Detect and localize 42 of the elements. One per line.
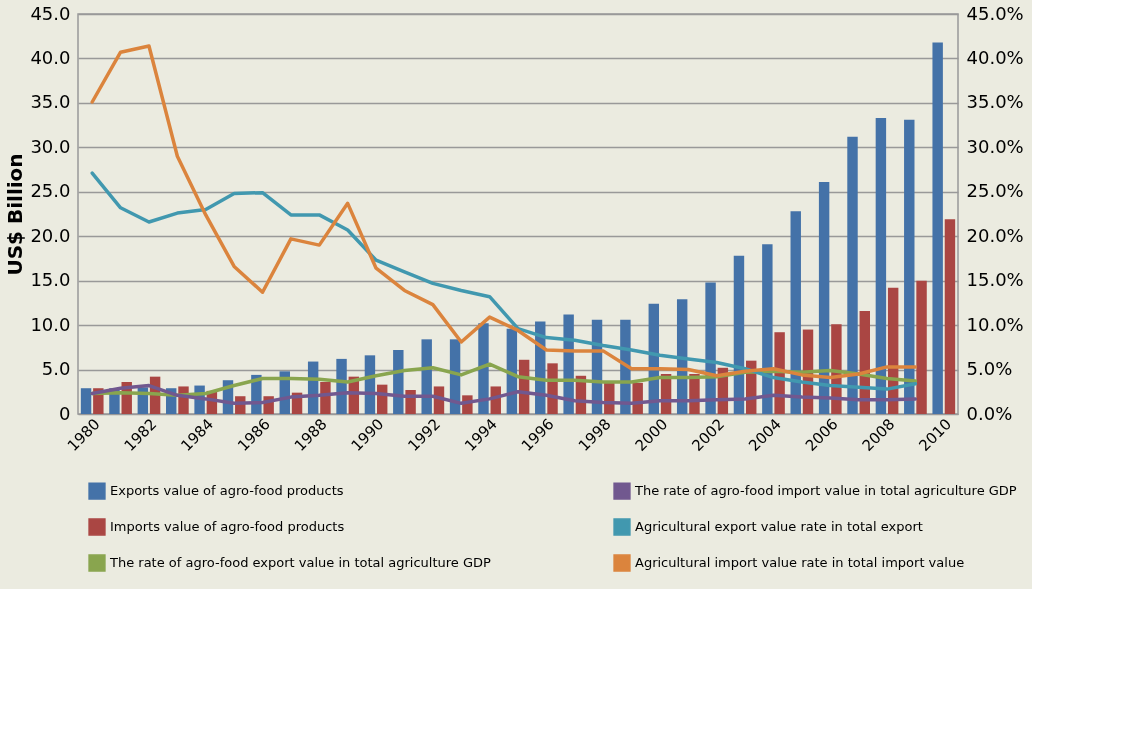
y-tick-label: 5.0: [41, 358, 71, 380]
legend-label: Agricultural export value rate in total export: [635, 519, 923, 534]
y-tick-label: 15.0: [30, 269, 71, 291]
bar: [916, 280, 927, 414]
y2-tick-label: 25.0%: [966, 180, 1024, 202]
y-tick-label: 0: [59, 402, 71, 424]
y2-tick-label: 45.0%: [966, 2, 1024, 24]
bar: [421, 339, 432, 414]
y-tick-label: 25.0: [30, 180, 71, 202]
bar: [705, 282, 716, 414]
line-series: [90, 383, 918, 406]
y2-tick-label: 35.0%: [966, 91, 1024, 113]
y-tick-label: 35.0: [30, 91, 71, 113]
y2-tick-label: 10.0%: [966, 313, 1024, 335]
legend-label: Imports value of agro-food products: [110, 519, 345, 534]
y2-tick-label: 5.0%: [966, 358, 1013, 380]
bar: [818, 182, 830, 414]
legend-label: The rate of agro-food export value in total agriculture GDP: [109, 555, 492, 570]
y2-tick-label: 30.0%: [966, 135, 1024, 157]
y-tick-label: 40.0: [30, 46, 71, 68]
bar: [790, 211, 801, 414]
y2-tick-label: 20.0%: [966, 224, 1024, 246]
bar: [932, 42, 943, 414]
y-tick-label: 45.0: [30, 2, 71, 24]
bar: [762, 244, 773, 414]
y-tick-label: 20.0: [30, 224, 71, 246]
y-axis-title: US$ Billion: [3, 153, 28, 276]
y2-tick-label: 40.0%: [966, 46, 1024, 68]
y2-tick-label: 15.0%: [966, 269, 1024, 291]
bar: [944, 219, 956, 414]
y-tick-label: 10.0: [30, 313, 71, 335]
legend-label: Agricultural import value rate in total import value: [635, 555, 965, 570]
bar: [904, 119, 915, 414]
legend-label: Exports value of agro-food products: [110, 483, 344, 499]
bar: [847, 136, 858, 414]
y2-tick-label: 0.0%: [966, 402, 1013, 424]
line-series: [90, 44, 918, 380]
line-series: [90, 171, 918, 391]
bar: [80, 388, 92, 414]
bar: [875, 118, 887, 414]
legend-label: The rate of agro-food import value in total agriculture GDP: [634, 483, 1017, 499]
y-tick-label: 30.0: [30, 135, 71, 157]
